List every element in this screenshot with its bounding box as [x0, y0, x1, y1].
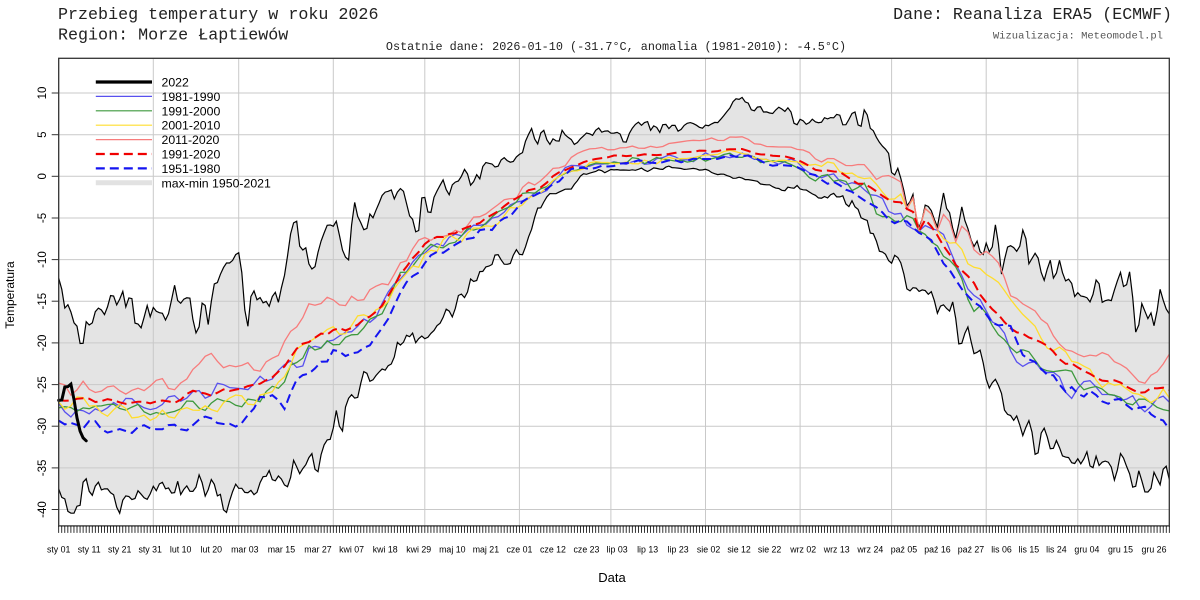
svg-text:-20: -20 [37, 335, 49, 352]
svg-text:1991-2020: 1991-2020 [162, 148, 221, 162]
svg-text:mar 27: mar 27 [304, 544, 331, 554]
svg-text:Przebieg temperatury w roku 20: Przebieg temperatury w roku 2026 [58, 6, 378, 25]
svg-text:sty 01: sty 01 [47, 544, 71, 554]
svg-text:max-min 1950-2021: max-min 1950-2021 [162, 176, 272, 190]
svg-text:lip 13: lip 13 [637, 544, 658, 554]
svg-text:sty 21: sty 21 [108, 544, 132, 554]
svg-text:paź 27: paź 27 [958, 544, 985, 554]
svg-text:mar 03: mar 03 [231, 544, 258, 554]
svg-text:-15: -15 [37, 293, 49, 310]
svg-text:sty 11: sty 11 [78, 544, 101, 554]
svg-text:gru 04: gru 04 [1074, 544, 1099, 554]
svg-text:maj 21: maj 21 [473, 544, 500, 554]
svg-text:1981-1990: 1981-1990 [162, 90, 221, 104]
svg-text:kwi 07: kwi 07 [339, 544, 364, 554]
svg-text:lut 20: lut 20 [201, 544, 223, 554]
svg-text:-35: -35 [37, 460, 49, 477]
svg-text:lis 24: lis 24 [1046, 544, 1067, 554]
svg-text:wrz 02: wrz 02 [789, 544, 816, 554]
svg-text:Wizualizacja: Meteomodel.pl: Wizualizacja: Meteomodel.pl [993, 31, 1163, 43]
svg-text:gru 15: gru 15 [1108, 544, 1133, 554]
svg-text:gru 26: gru 26 [1142, 544, 1167, 554]
svg-text:sty 31: sty 31 [138, 544, 162, 554]
svg-text:2001-2010: 2001-2010 [162, 119, 221, 133]
svg-text:lip 03: lip 03 [607, 544, 628, 554]
svg-text:sie 02: sie 02 [697, 544, 721, 554]
svg-text:-30: -30 [37, 418, 49, 435]
svg-text:2011-2020: 2011-2020 [162, 133, 220, 147]
svg-text:lis 06: lis 06 [991, 544, 1012, 554]
svg-text:-5: -5 [37, 213, 49, 223]
svg-text:cze 01: cze 01 [506, 544, 532, 554]
svg-text:1951-1980: 1951-1980 [162, 162, 221, 176]
svg-text:cze 12: cze 12 [540, 544, 566, 554]
svg-text:paź 16: paź 16 [924, 544, 951, 554]
svg-text:lip 23: lip 23 [668, 544, 689, 554]
svg-text:Dane: Reanaliza ERA5 (ECMWF): Dane: Reanaliza ERA5 (ECMWF) [893, 5, 1172, 24]
svg-text:5: 5 [37, 131, 49, 137]
svg-text:wrz 24: wrz 24 [856, 544, 883, 554]
svg-text:Temperatura: Temperatura [3, 261, 17, 329]
svg-text:maj 10: maj 10 [439, 544, 466, 554]
svg-text:10: 10 [37, 87, 49, 100]
svg-text:-10: -10 [37, 251, 49, 268]
svg-text:Ostatnie dane: 2026-01-10 (-31: Ostatnie dane: 2026-01-10 (-31.7°C, anom… [386, 40, 846, 54]
svg-text:lis 15: lis 15 [1019, 544, 1040, 554]
svg-text:mar 15: mar 15 [268, 544, 295, 554]
svg-text:-40: -40 [37, 501, 49, 518]
svg-text:sie 22: sie 22 [758, 544, 782, 554]
svg-text:cze 23: cze 23 [574, 544, 600, 554]
svg-text:kwi 18: kwi 18 [373, 544, 398, 554]
svg-text:1991-2000: 1991-2000 [162, 104, 221, 118]
svg-text:-25: -25 [37, 376, 49, 393]
svg-text:wrz 13: wrz 13 [823, 544, 850, 554]
svg-text:Region: Morze Łaptiewów: Region: Morze Łaptiewów [58, 27, 288, 46]
svg-text:0: 0 [37, 173, 49, 179]
svg-text:lut 10: lut 10 [170, 544, 192, 554]
svg-text:2022: 2022 [162, 76, 190, 90]
svg-text:sie 12: sie 12 [727, 544, 751, 554]
svg-text:kwi 29: kwi 29 [406, 544, 431, 554]
svg-text:paź 05: paź 05 [891, 544, 918, 554]
svg-text:Data: Data [598, 570, 626, 585]
